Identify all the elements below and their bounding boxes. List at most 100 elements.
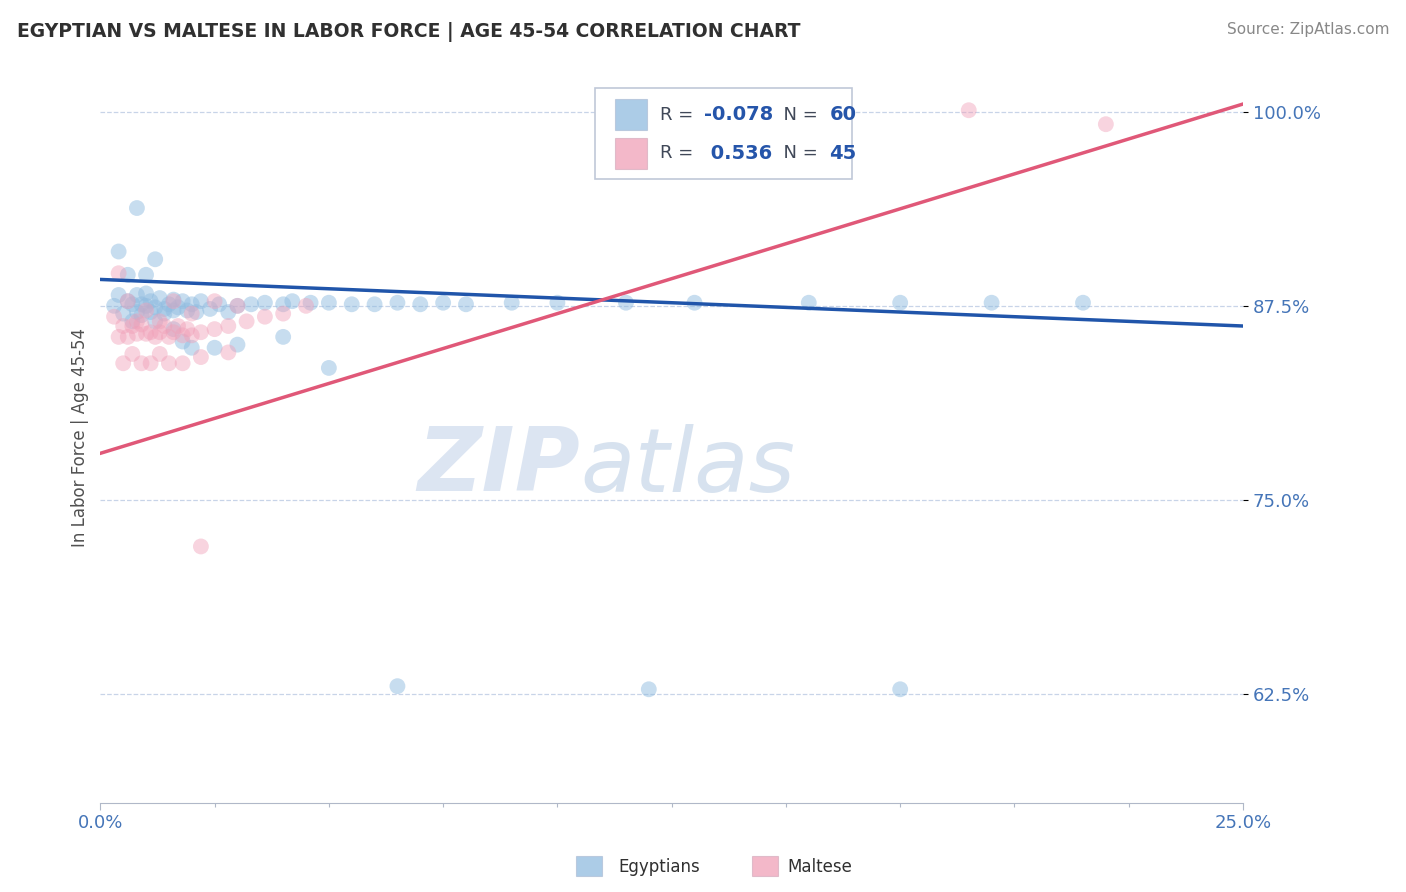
Point [135, 299, 157, 313]
Point [820, 125, 842, 139]
Point [135, 268, 157, 282]
Point [409, 297, 432, 311]
Point [143, 301, 166, 315]
Text: R =: R = [661, 145, 699, 162]
Point [637, 682, 659, 697]
Point [797, 295, 820, 310]
Point [112, 318, 135, 333]
Point [253, 310, 276, 324]
Point [135, 286, 157, 301]
Point [176, 303, 198, 318]
Point [139, 294, 162, 309]
Point [614, 295, 637, 310]
Point [235, 314, 257, 328]
Point [131, 318, 153, 332]
Text: -0.078: -0.078 [703, 105, 773, 124]
Point [318, 360, 340, 375]
Point [180, 328, 202, 343]
Point [103, 299, 125, 313]
Point [157, 330, 180, 344]
Point [149, 347, 172, 361]
Point [432, 295, 454, 310]
Point [117, 294, 139, 309]
Text: Egyptians: Egyptians [619, 858, 700, 876]
Point [281, 294, 304, 309]
Point [117, 330, 139, 344]
Point [217, 305, 239, 319]
Point [162, 293, 184, 307]
Point [889, 682, 911, 697]
Point [208, 297, 231, 311]
Point [180, 341, 202, 355]
Point [295, 299, 318, 313]
Point [180, 307, 202, 321]
Point [226, 337, 249, 351]
Point [125, 314, 148, 328]
Point [117, 268, 139, 282]
Point [501, 295, 523, 310]
Point [167, 301, 190, 315]
Point [387, 679, 409, 693]
Text: 60: 60 [830, 105, 856, 124]
Text: Maltese: Maltese [787, 858, 852, 876]
Point [135, 326, 157, 341]
Point [190, 540, 212, 554]
Text: EGYPTIAN VS MALTESE IN LABOR FORCE | AGE 45-54 CORRELATION CHART: EGYPTIAN VS MALTESE IN LABOR FORCE | AGE… [17, 22, 800, 42]
Point [143, 252, 166, 267]
Point [204, 322, 226, 336]
Point [180, 297, 202, 311]
Point [107, 266, 129, 280]
Point [107, 330, 129, 344]
Point [121, 297, 143, 311]
Point [190, 294, 212, 309]
Point [271, 330, 294, 344]
Point [131, 308, 153, 322]
Bar [614, 138, 647, 169]
Point [125, 288, 148, 302]
Point [131, 297, 153, 311]
Point [172, 334, 194, 349]
Point [299, 295, 322, 310]
Point [172, 356, 194, 370]
Point [172, 294, 194, 309]
Point [149, 314, 172, 328]
Point [204, 341, 226, 355]
Text: 0.536: 0.536 [703, 144, 772, 162]
Point [957, 103, 980, 118]
Point [190, 350, 212, 364]
Point [153, 301, 176, 316]
Point [217, 345, 239, 359]
Point [121, 347, 143, 361]
Point [139, 356, 162, 370]
Text: 45: 45 [830, 144, 856, 162]
Point [204, 294, 226, 309]
Y-axis label: In Labor Force | Age 45-54: In Labor Force | Age 45-54 [72, 328, 89, 548]
Text: R =: R = [661, 105, 699, 124]
Point [387, 295, 409, 310]
Point [176, 322, 198, 336]
Bar [614, 99, 647, 130]
Point [546, 295, 568, 310]
Point [1071, 295, 1094, 310]
Point [121, 318, 143, 333]
Point [190, 325, 212, 339]
Point [153, 307, 176, 321]
Point [980, 295, 1002, 310]
Point [253, 295, 276, 310]
Point [117, 294, 139, 309]
Point [1095, 117, 1118, 131]
Point [153, 318, 176, 333]
Point [139, 305, 162, 319]
Point [121, 314, 143, 328]
Point [157, 356, 180, 370]
Text: N =: N = [772, 145, 824, 162]
Point [186, 305, 208, 319]
Point [162, 294, 184, 309]
Point [107, 244, 129, 259]
Point [683, 295, 706, 310]
Point [226, 299, 249, 313]
Point [143, 314, 166, 328]
Point [103, 310, 125, 324]
Point [318, 295, 340, 310]
Point [162, 325, 184, 339]
